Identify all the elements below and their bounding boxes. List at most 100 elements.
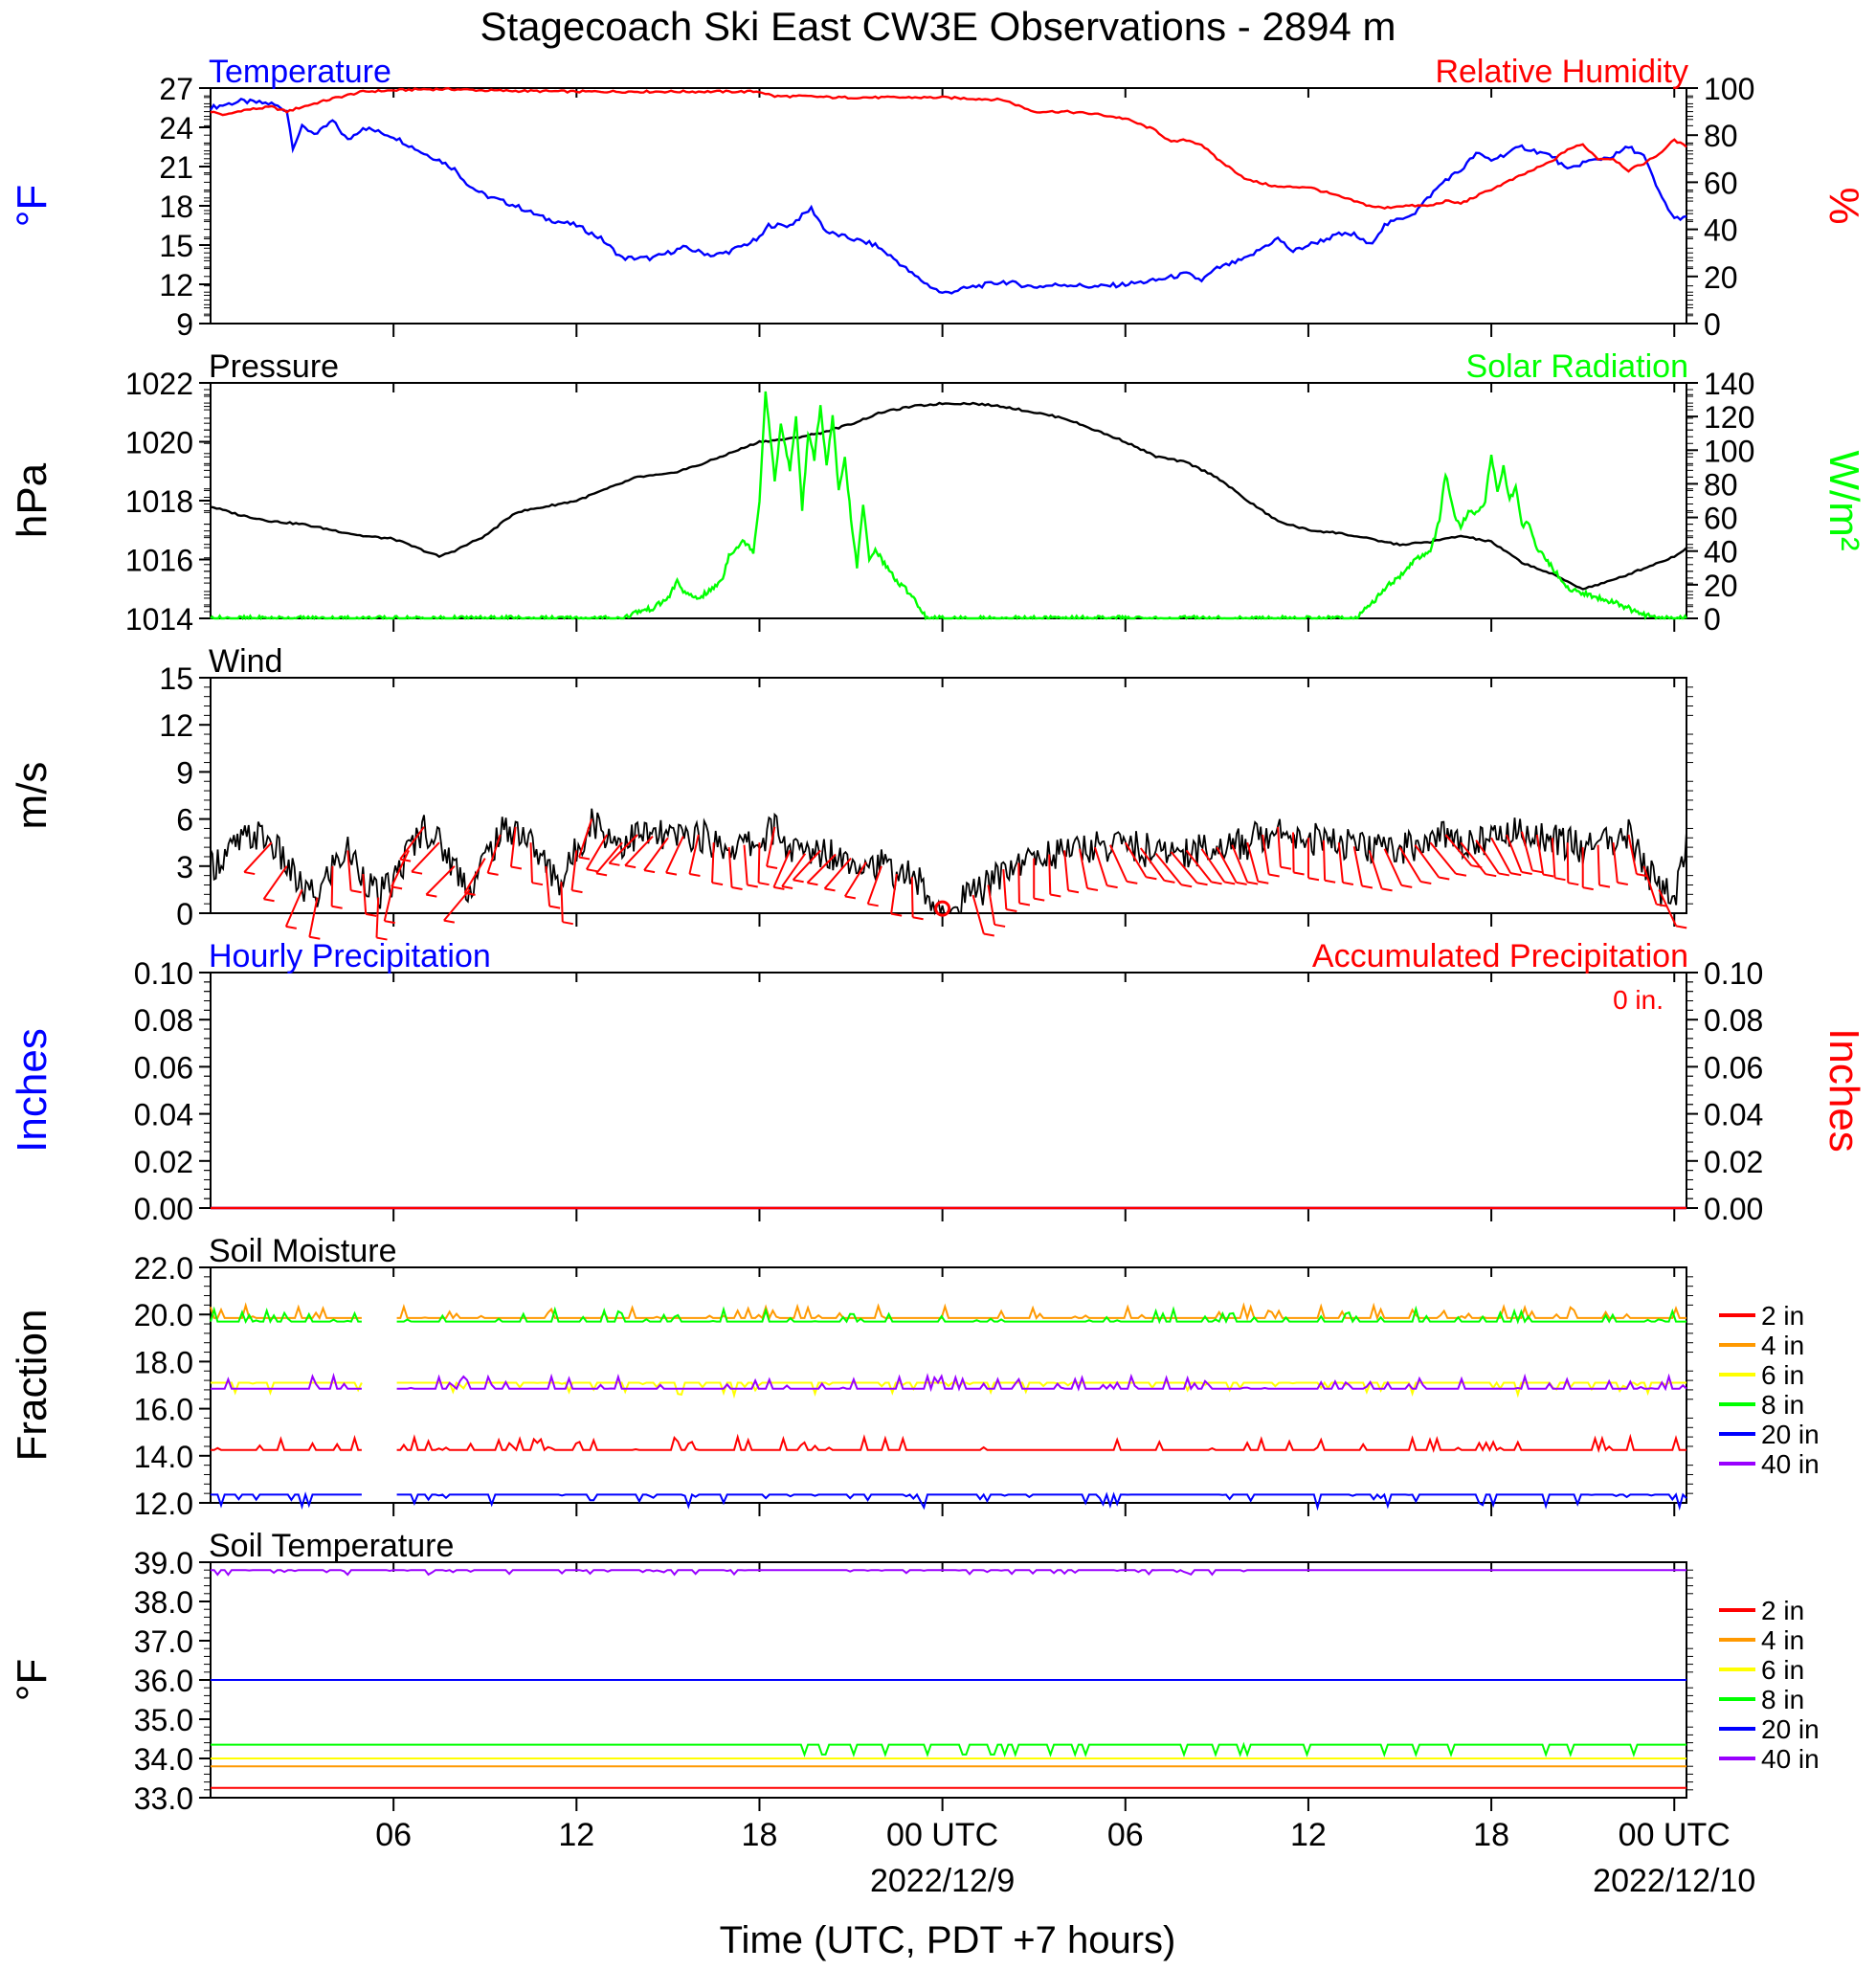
temp-rh-left-tick-label: 12 <box>159 268 193 302</box>
wind-barb-flag <box>643 869 656 874</box>
wind-barb <box>1017 862 1020 904</box>
wind-barb-flag <box>487 871 499 876</box>
wind-barb-flag <box>1247 881 1259 885</box>
wind-barb-flag <box>1196 882 1208 886</box>
wind-left-tick-label: 9 <box>176 755 193 790</box>
pressure-solar-left-title: Pressure <box>209 348 339 385</box>
wind-barb-flag <box>443 919 456 924</box>
soil-moisture-left-tick-label: 14.0 <box>134 1440 193 1474</box>
wind-barb <box>308 897 319 937</box>
wind-barb-flag <box>285 925 297 929</box>
wind-barb <box>766 826 776 867</box>
wind-barb-flag <box>1420 881 1432 885</box>
temp-rh-right-title: Relative Humidity <box>1435 54 1688 90</box>
wind-barb <box>972 894 985 934</box>
wind-barb <box>1246 841 1260 882</box>
temp-rh-left-tick-label: 21 <box>159 150 193 185</box>
wind-barb-flag <box>773 885 785 890</box>
temp-rh-left-tick-label: 18 <box>159 190 193 224</box>
wind-barb <box>1352 846 1363 886</box>
wind-left-title: Wind <box>209 643 282 680</box>
wind-barb <box>1506 834 1523 873</box>
wind-barb <box>1490 837 1512 874</box>
pressure-solar-right-tick-label: 140 <box>1704 367 1754 401</box>
wind-barb <box>1322 839 1327 881</box>
temp-rh-left-tick-label: 24 <box>159 111 193 146</box>
series-soil-moisture-20in <box>211 1491 1687 1511</box>
pressure-solar-left-tick-label: 1016 <box>125 544 193 578</box>
wind-barb-flag <box>1086 887 1099 891</box>
wind-barb-flag <box>1106 884 1118 889</box>
temp-rh-right-tick-label: 20 <box>1704 260 1738 295</box>
pressure-solar-right-tick-label: 0 <box>1704 602 1721 637</box>
wind-barb-flag <box>1510 872 1522 877</box>
temp-rh-left-tick-label: 9 <box>176 307 193 342</box>
soil-moisture-left-tick-label: 22.0 <box>134 1251 193 1286</box>
wind-barb <box>1475 839 1500 875</box>
wind-barb <box>529 842 533 884</box>
wind-left-axis-label: m/s <box>9 762 56 830</box>
wind-barb-flag <box>1656 903 1667 907</box>
series-soil-moisture-4in <box>210 1302 1686 1322</box>
wind-barb <box>1200 848 1226 883</box>
wind-barb-flag <box>426 893 437 898</box>
wind-barb <box>823 857 852 889</box>
soil-temp-left-tick-label: 33.0 <box>134 1781 193 1816</box>
wind-barb-flag <box>1164 879 1175 884</box>
wind-barb <box>772 849 792 888</box>
precip-left-tick-label: 0.10 <box>134 956 193 991</box>
pressure-solar-right-tick-label: 40 <box>1704 535 1738 570</box>
wind-barb-flag <box>807 882 818 886</box>
wind-left-tick-label: 3 <box>176 850 193 884</box>
pressure-solar-right-tick-label: 80 <box>1704 467 1738 502</box>
soil-moisture-left-title: Soil Moisture <box>209 1233 397 1269</box>
wind-barb-flag <box>244 871 256 876</box>
wind-barb <box>866 865 882 905</box>
wind-barb <box>570 850 578 891</box>
wind-left-tick-label: 15 <box>159 661 193 696</box>
wind-barb-flag <box>1211 881 1222 885</box>
wind-barb <box>910 877 914 918</box>
pressure-solar-left-tick-label: 1020 <box>125 426 193 460</box>
wind-barb-flag <box>1180 884 1193 888</box>
precip-right-tick-label: 0.08 <box>1704 1003 1763 1038</box>
wind-barb-flag <box>1636 873 1648 878</box>
wind-barb <box>727 847 733 888</box>
precip-right-tick-label: 0.06 <box>1704 1050 1763 1085</box>
temp-rh-right-tick-label: 100 <box>1704 72 1754 106</box>
wind-barb <box>688 834 700 875</box>
x-tick-label: 00 UTC <box>886 1817 998 1853</box>
wind-barb-flag <box>595 872 608 877</box>
precip-left-title: Hourly Precipitation <box>209 938 491 974</box>
precip-left-tick-label: 0.06 <box>134 1050 193 1085</box>
legend-label: 40 in <box>1761 1449 1820 1479</box>
soil-moisture-left-tick-label: 16.0 <box>134 1393 193 1427</box>
wind-barb-flag <box>711 882 724 886</box>
wind-barb <box>1658 888 1678 927</box>
wind-barb-flag <box>1455 872 1467 877</box>
temp-rh-left-axis-label: °F <box>9 185 56 227</box>
x-tick-label: 12 <box>1290 1817 1327 1853</box>
temp-rh-right-tick-label: 80 <box>1704 119 1738 153</box>
wind-barb-flag <box>263 898 275 903</box>
x-tick-label: 00 UTC <box>1619 1817 1731 1853</box>
wind-barb-flag <box>1280 865 1292 870</box>
wind-barb-flag <box>844 895 857 900</box>
temp-rh-right-tick-label: 40 <box>1704 213 1738 248</box>
pressure-solar-right-axis-label: W/m² <box>1820 450 1867 550</box>
precip-right-tick-label: 0.00 <box>1704 1192 1763 1226</box>
legend-label: 2 in <box>1761 1596 1804 1625</box>
wind-barb <box>1337 842 1344 884</box>
wind-barb-flag <box>464 891 476 896</box>
wind-barb <box>1642 865 1658 905</box>
wind-barb-flag <box>366 912 377 917</box>
wind-barb-flag <box>1521 870 1532 875</box>
wind-barb-flag <box>1361 884 1374 889</box>
wind-barb <box>987 884 996 926</box>
wind-barb-flag <box>758 882 770 886</box>
wind-barb-flag <box>1224 881 1236 885</box>
wind-barb-flag <box>1485 873 1497 878</box>
series-temperature <box>209 98 1687 295</box>
wind-barb-flag <box>1676 925 1687 929</box>
wind-barb <box>391 849 410 887</box>
